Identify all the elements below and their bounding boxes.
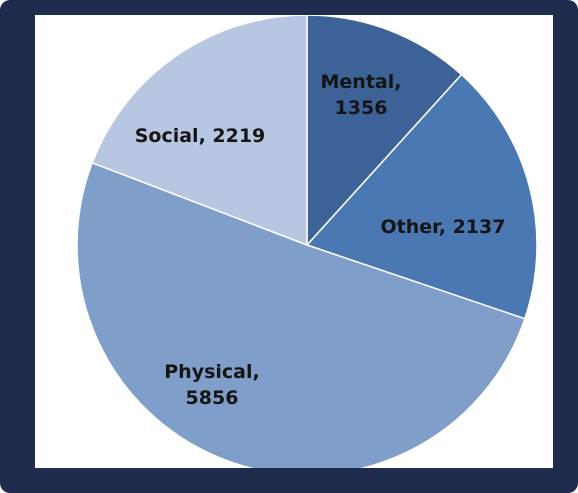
chart-panel: Mental, 1356 Other, 2137 Physical, 5856 Soc…: [35, 15, 553, 468]
pie-slice: [305, 73, 538, 320]
data-label: Other, 2137: [380, 216, 506, 238]
pie-slice: [91, 15, 308, 247]
data-label: Physical, 5856: [164, 361, 260, 409]
data-label: Mental, 1356: [320, 71, 402, 119]
data-label: Social, 2219: [134, 125, 266, 147]
chart: [76, 15, 538, 468]
pie-slice: [76, 161, 526, 468]
pie-slice: [306, 15, 463, 247]
